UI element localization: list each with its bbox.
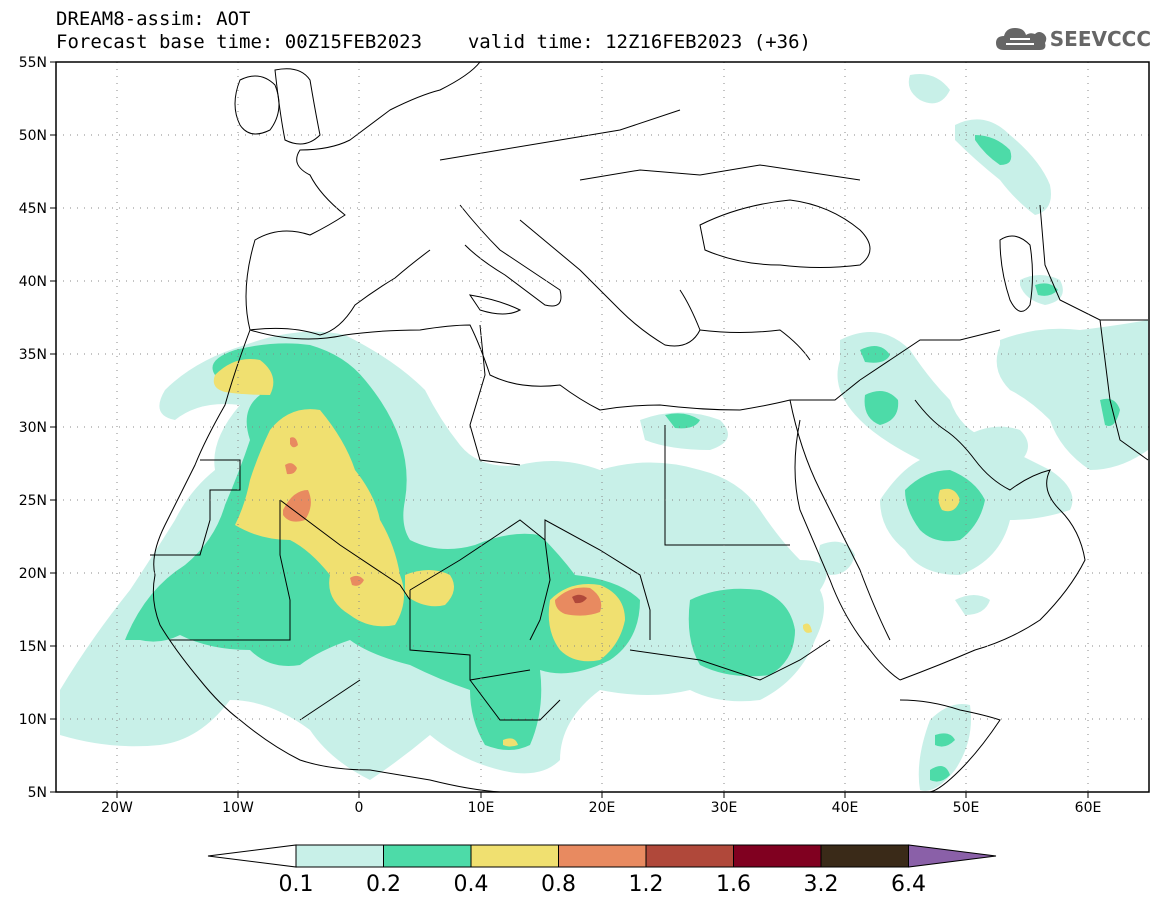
lon-label: 50E	[953, 800, 980, 816]
lat-labels: 55N 50N 45N 40N 35N 30N 25N 20N 15N 10N …	[19, 55, 47, 801]
colorbar-label: 3.2	[803, 872, 839, 897]
colorbar-label: 1.2	[628, 872, 664, 897]
time-info: Forecast base time: 00Z15FEB2023 valid t…	[56, 31, 811, 53]
cloud-icon	[995, 28, 1047, 50]
colorbar-label: 6.4	[891, 872, 926, 897]
colorbar-segment	[558, 844, 647, 868]
colorbar-segment	[820, 844, 909, 868]
lat-label: 30N	[19, 420, 47, 436]
aot-level-1-2	[572, 594, 587, 604]
lat-label: 50N	[19, 128, 47, 144]
lon-labels: 20W 10W 0 10E 20E 30E 40E 50E 60E	[101, 800, 1101, 816]
lon-label: 10W	[222, 800, 254, 816]
lat-label: 35N	[19, 347, 47, 363]
colorbar-segment	[470, 844, 559, 868]
colorbar-segment	[733, 844, 822, 868]
colorbar-label: 0.8	[541, 872, 576, 897]
colorbar-label: 0.2	[366, 872, 401, 897]
logo: SEEVCCC	[994, 24, 1151, 54]
lat-label: 45N	[19, 201, 47, 217]
map-title: DREAM8-assim: AOT	[56, 8, 251, 30]
lon-label: 30E	[711, 800, 738, 816]
colorbar-right-arrow	[908, 844, 997, 868]
lon-label: 60E	[1075, 800, 1102, 816]
logo-text: SEEVCCC	[1049, 27, 1151, 51]
colorbar-label: 0.4	[453, 872, 489, 897]
tick-marks	[50, 61, 1089, 798]
lat-label: 25N	[19, 493, 47, 509]
colorbar-left-arrow	[207, 844, 297, 868]
colorbar	[207, 844, 997, 868]
aot-fields	[60, 74, 1148, 791]
borders	[150, 62, 1149, 792]
colorbar-label: 0.1	[278, 872, 314, 897]
lon-label: 20W	[101, 800, 133, 816]
colorbar-segment	[295, 844, 384, 868]
lat-label: 20N	[19, 566, 47, 582]
lon-label: 0	[355, 800, 364, 816]
lon-label: 20E	[589, 800, 616, 816]
lat-label: 55N	[19, 55, 47, 71]
base-time: Forecast base time: 00Z15FEB2023	[56, 31, 423, 53]
colorbar-segment	[645, 844, 734, 868]
lat-label: 5N	[28, 785, 47, 801]
aot-level-0-1	[60, 74, 1148, 791]
lat-label: 10N	[19, 712, 47, 728]
colorbar-segment	[383, 844, 472, 868]
valid-time: valid time: 12Z16FEB2023 (+36)	[467, 31, 811, 53]
lon-label: 10E	[468, 800, 495, 816]
lat-label: 15N	[19, 639, 47, 655]
grid-lines	[56, 62, 1149, 792]
colorbar-label: 1.6	[716, 872, 751, 897]
lat-label: 40N	[19, 274, 47, 290]
lon-label: 40E	[832, 800, 859, 816]
